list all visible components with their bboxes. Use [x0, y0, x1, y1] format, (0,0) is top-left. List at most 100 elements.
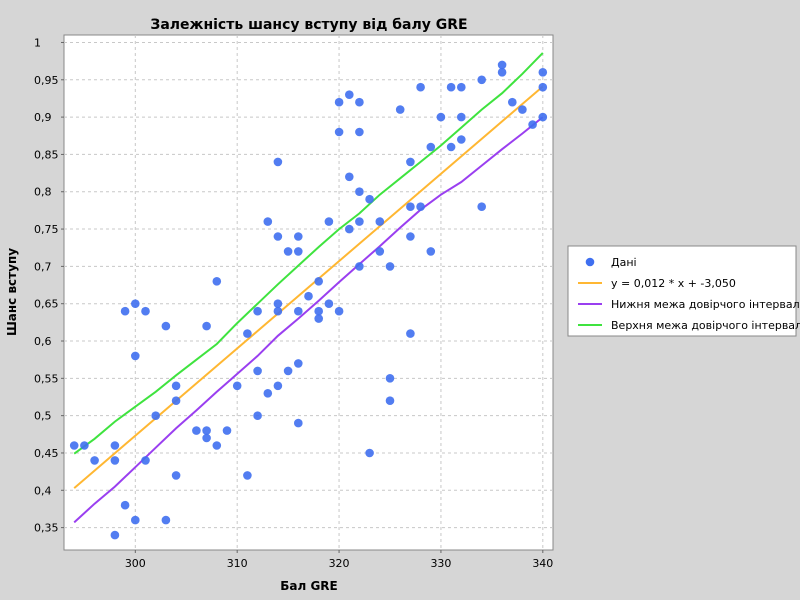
data-point: [294, 418, 303, 428]
data-point: [202, 321, 211, 331]
data-point: [314, 314, 324, 323]
data-point: [131, 515, 140, 525]
data-point: [355, 97, 364, 107]
data-point: [171, 381, 181, 391]
data-point: [110, 530, 120, 540]
data-point: [263, 217, 273, 226]
data-point: [334, 127, 344, 137]
data-point: [345, 224, 354, 234]
data-point: [406, 329, 415, 338]
data-point: [457, 135, 466, 144]
y-tick-label: 0,8: [34, 186, 52, 199]
data-point: [406, 232, 415, 241]
legend-marker: [585, 257, 595, 267]
legend-item: y = 0,012 * x + -3,050: [578, 277, 736, 290]
data-point: [222, 426, 232, 435]
data-point: [446, 82, 456, 92]
y-tick-label: 0,35: [34, 522, 59, 535]
y-tick-label: 0,5: [34, 410, 52, 423]
data-point: [538, 68, 548, 77]
data-point: [457, 112, 466, 122]
x-axis: 300 310 320 330 340: [125, 550, 553, 570]
data-point: [385, 374, 395, 383]
series-line-2: [73, 116, 544, 524]
chart-title: Залежність шансу вступу від балу GRE: [150, 17, 467, 33]
data-point: [497, 68, 507, 77]
data-point: [120, 306, 130, 316]
y-tick-label: 0,9: [34, 111, 52, 124]
data-point: [273, 306, 283, 316]
x-tick-label: 340: [532, 557, 553, 570]
y-tick-label: 0,7: [34, 260, 52, 273]
legend-label: y = 0,012 * x + -3,050: [611, 277, 736, 290]
data-points: [69, 60, 548, 540]
data-point: [518, 105, 527, 114]
data-point: [283, 247, 293, 256]
data-point: [528, 120, 537, 129]
data-point: [273, 381, 283, 391]
data-point: [80, 441, 89, 450]
data-point: [324, 299, 334, 309]
x-tick-label: 300: [125, 557, 146, 570]
legend-label: Верхня межа довірчого інтервалу: [611, 319, 800, 332]
data-point: [110, 441, 120, 450]
series-line-1: [73, 85, 544, 489]
data-point: [457, 82, 466, 92]
data-point: [273, 157, 283, 167]
data-point: [294, 359, 303, 368]
data-point: [365, 448, 374, 458]
data-point: [131, 351, 140, 361]
data-point: [345, 90, 354, 99]
data-point: [436, 112, 446, 122]
data-point: [253, 411, 262, 421]
x-tick-label: 330: [430, 557, 451, 570]
y-tick-label: 0,4: [34, 484, 52, 497]
data-point: [314, 277, 324, 286]
data-point: [161, 321, 171, 331]
data-point: [355, 127, 364, 137]
data-point: [253, 306, 262, 316]
y-tick-label: 1: [34, 36, 41, 49]
data-point: [497, 60, 507, 70]
data-point: [294, 232, 303, 241]
y-axis: 0,35 0,4 0,45 0,5 0,55 0,6 0,65 0,7 0,75 0,8 0,85 0…: [34, 36, 64, 535]
data-point: [345, 172, 354, 182]
data-point: [355, 187, 364, 196]
data-point: [273, 232, 283, 241]
data-point: [416, 82, 425, 92]
legend: Дані y = 0,012 * x + -3,050 Нижня межа дов…: [567, 245, 800, 337]
data-point: [202, 426, 211, 435]
data-point: [334, 97, 344, 107]
data-point: [110, 456, 120, 465]
data-point: [538, 112, 548, 122]
data-point: [446, 142, 456, 152]
legend-item: Верхня межа довірчого інтервалу: [578, 319, 800, 332]
data-point: [273, 299, 283, 309]
data-point: [395, 105, 405, 114]
data-point: [355, 217, 364, 226]
y-tick-label: 0,45: [34, 447, 59, 460]
data-point: [171, 396, 181, 406]
series-lines: [73, 52, 544, 524]
data-point: [375, 217, 385, 226]
data-point: [202, 433, 211, 443]
legend-label: Дані: [611, 256, 637, 269]
y-axis-label: Шанс вступу: [5, 248, 19, 336]
data-point: [212, 277, 222, 286]
legend-label: Нижня межа довірчого інтервалу: [611, 298, 800, 311]
data-point: [324, 217, 334, 226]
data-point: [161, 515, 171, 525]
data-point: [375, 247, 385, 256]
legend-item: Дані: [585, 256, 637, 269]
x-tick-label: 310: [227, 557, 248, 570]
data-point: [426, 247, 436, 256]
data-point: [477, 202, 487, 211]
data-point: [90, 456, 99, 465]
y-tick-label: 0,95: [34, 74, 59, 87]
data-point: [355, 262, 364, 271]
data-point: [131, 299, 140, 309]
x-tick-label: 320: [329, 557, 350, 570]
legend-item: Нижня межа довірчого інтервалу: [578, 298, 800, 311]
data-point: [151, 411, 160, 421]
data-point: [304, 291, 313, 301]
